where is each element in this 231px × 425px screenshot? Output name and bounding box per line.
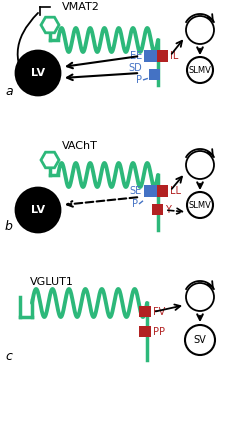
Bar bbox=[138, 306, 150, 317]
Circle shape bbox=[186, 192, 212, 218]
Text: VGLUT1: VGLUT1 bbox=[30, 277, 73, 287]
Text: VMAT2: VMAT2 bbox=[62, 2, 99, 12]
Text: SV: SV bbox=[193, 335, 206, 345]
Text: c: c bbox=[5, 350, 12, 363]
Text: P: P bbox=[135, 75, 141, 85]
Circle shape bbox=[185, 151, 213, 179]
Text: LV: LV bbox=[31, 205, 45, 215]
Text: VAChT: VAChT bbox=[62, 141, 97, 151]
Text: IL: IL bbox=[169, 51, 178, 61]
Polygon shape bbox=[41, 152, 59, 168]
Text: EE: EE bbox=[129, 51, 141, 61]
Circle shape bbox=[16, 188, 60, 232]
Circle shape bbox=[184, 325, 214, 355]
Bar bbox=[148, 69, 159, 80]
Bar bbox=[156, 185, 167, 197]
Text: SLMV: SLMV bbox=[188, 201, 210, 210]
Bar bbox=[143, 185, 156, 197]
Bar bbox=[138, 326, 150, 337]
Text: LV: LV bbox=[31, 68, 45, 78]
Text: FV: FV bbox=[152, 307, 164, 317]
Bar bbox=[151, 204, 162, 215]
Text: SLMV: SLMV bbox=[188, 65, 210, 74]
Polygon shape bbox=[41, 17, 59, 33]
Circle shape bbox=[185, 16, 213, 44]
Text: b: b bbox=[5, 220, 13, 233]
Text: Y: Y bbox=[164, 205, 170, 215]
Text: SD: SD bbox=[128, 63, 141, 73]
Circle shape bbox=[185, 283, 213, 311]
Circle shape bbox=[16, 51, 60, 95]
Text: LL: LL bbox=[169, 186, 180, 196]
Bar bbox=[156, 50, 167, 62]
Text: P: P bbox=[131, 199, 137, 209]
Text: SE: SE bbox=[129, 186, 141, 196]
Bar bbox=[143, 50, 156, 62]
Text: a: a bbox=[5, 85, 12, 98]
Text: PP: PP bbox=[152, 327, 164, 337]
Circle shape bbox=[186, 57, 212, 83]
